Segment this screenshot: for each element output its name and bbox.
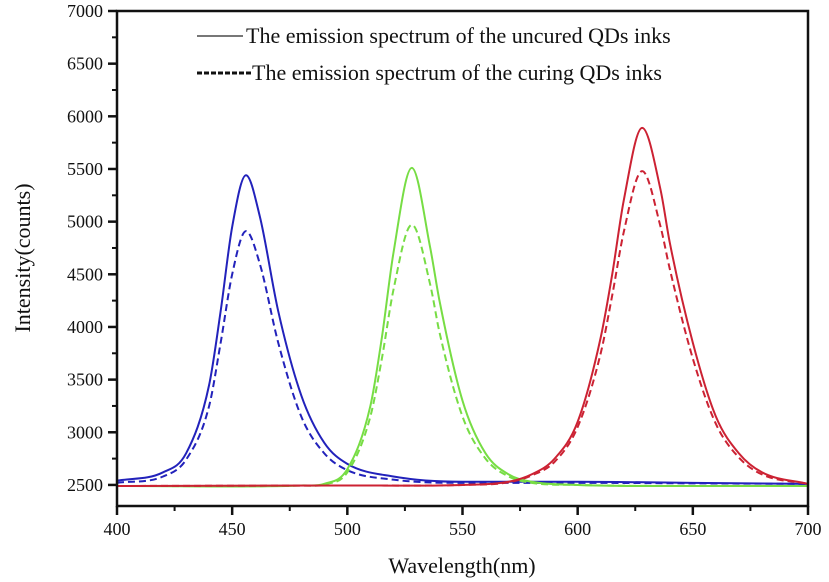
y-tick-label: 6000: [67, 106, 103, 126]
y-tick-label: 4000: [67, 317, 103, 337]
y-tick-label: 5000: [67, 212, 103, 232]
plot-curves: [116, 126, 809, 488]
series-line-blue-uncured: [116, 174, 809, 485]
legend-label-uncured: The emission spectrum of the uncured QDs…: [246, 23, 671, 48]
y-tick-label: 3500: [67, 370, 103, 390]
y-tick-label: 7000: [67, 1, 103, 21]
y-axis-title: Intensity(counts): [10, 183, 35, 332]
x-tick-label: 700: [795, 519, 822, 539]
y-tick-label: 4500: [67, 264, 103, 284]
x-tick-label: 650: [679, 519, 706, 539]
x-tick-label: 550: [449, 519, 476, 539]
y-tick-label: 3000: [67, 422, 103, 442]
x-tick-label: 450: [219, 519, 246, 539]
x-axis-ticks: 400 450 500 550 600 650 700: [104, 506, 822, 539]
series-line-green-uncured: [116, 166, 808, 488]
y-tick-label: 5500: [67, 159, 103, 179]
series-line-blue-curing: [116, 230, 809, 485]
plot-frame: [115, 9, 810, 508]
x-axis-title: Wavelength(nm): [388, 553, 535, 578]
x-tick-label: 600: [564, 519, 591, 539]
y-tick-label: 2500: [67, 475, 103, 495]
y-tick-label: 6500: [67, 54, 103, 74]
x-tick-label: 400: [104, 519, 131, 539]
series-line-red-curing: [116, 170, 809, 487]
y-axis-ticks: 2500 3000 3500 4000 4500 5000 5500 6000 6500 7000: [67, 1, 117, 495]
series-line-green-curing: [116, 223, 808, 488]
x-tick-label: 500: [334, 519, 361, 539]
legend-label-curing: The emission spectrum of the curing QDs …: [252, 60, 662, 85]
legend: The emission spectrum of the uncured QDs…: [197, 23, 671, 85]
